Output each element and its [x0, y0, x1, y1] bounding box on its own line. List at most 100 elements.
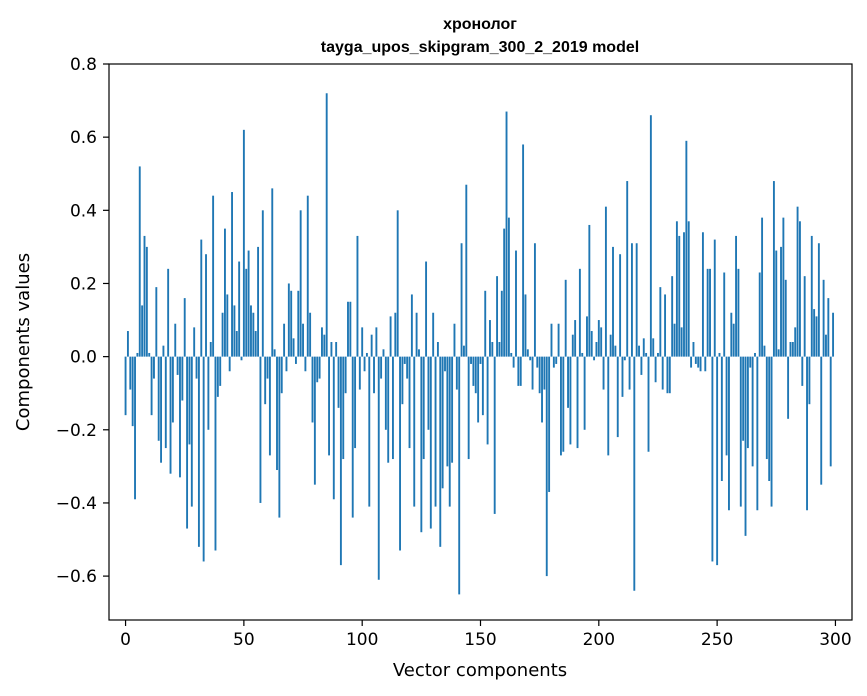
bar: [820, 356, 823, 485]
bar: [751, 356, 754, 467]
x-tick-label: 100: [346, 630, 378, 650]
x-axis-ticks: 0 50 100 150 200 250 300: [120, 620, 852, 650]
bar: [787, 356, 790, 419]
bar: [304, 356, 307, 372]
bar: [822, 279, 825, 357]
bar: [197, 356, 200, 547]
bar: [365, 352, 368, 357]
bar: [626, 181, 629, 357]
bar: [448, 356, 451, 507]
bar: [233, 305, 236, 357]
bar: [597, 320, 600, 357]
bar: [593, 356, 596, 361]
bar: [505, 111, 508, 357]
bar: [309, 312, 312, 357]
bar: [266, 356, 269, 379]
bar: [616, 356, 619, 438]
bar: [690, 356, 693, 368]
bar: [803, 276, 806, 357]
bar: [815, 316, 818, 357]
bar: [607, 356, 610, 456]
bar: [628, 356, 631, 390]
bar: [155, 287, 158, 357]
bar: [529, 356, 532, 361]
bar: [654, 356, 657, 383]
bar: [268, 356, 271, 456]
bar: [124, 356, 127, 416]
bar: [240, 356, 243, 361]
plot-frame: [108, 63, 853, 621]
bar: [335, 342, 338, 357]
bar: [179, 356, 181, 478]
bar: [382, 349, 385, 357]
bar: [713, 239, 716, 357]
bar: [370, 334, 373, 357]
bar: [791, 342, 794, 357]
bar: [671, 276, 674, 357]
bar: [770, 356, 773, 507]
bar: [183, 298, 186, 357]
bar: [799, 221, 801, 357]
bar: [401, 356, 404, 405]
y-tick-label: 0.8: [70, 55, 97, 75]
bar: [649, 115, 652, 357]
bar: [195, 356, 198, 379]
bar: [640, 356, 643, 375]
bar: [552, 356, 555, 368]
bar: [337, 356, 340, 408]
bar: [150, 356, 153, 416]
bar: [678, 235, 681, 357]
bar: [250, 305, 252, 357]
bar: [512, 356, 515, 368]
bar: [578, 268, 581, 357]
bar: [706, 268, 709, 357]
bar: [299, 210, 302, 357]
bar: [687, 221, 690, 357]
bar: [190, 356, 193, 507]
bar: [659, 287, 662, 357]
bar: [664, 294, 667, 357]
bar: [441, 356, 444, 489]
bar: [205, 254, 207, 357]
bar: [813, 309, 816, 357]
bar: [231, 192, 233, 357]
bar: [614, 345, 617, 357]
bar: [673, 323, 676, 357]
bar: [772, 181, 775, 357]
bar: [126, 331, 129, 357]
bar: [683, 232, 685, 357]
bar: [796, 206, 799, 357]
bar: [765, 356, 768, 460]
bar: [692, 342, 695, 357]
bar: [446, 356, 449, 467]
x-tick-label: 150: [464, 630, 496, 650]
x-axis-label: Vector components: [393, 660, 567, 681]
bar: [538, 356, 541, 394]
bar: [162, 345, 165, 357]
bar: [718, 352, 721, 357]
bar: [160, 356, 162, 463]
bar: [685, 140, 688, 357]
bar: [612, 246, 614, 357]
bar: [758, 272, 761, 357]
bar: [254, 331, 257, 357]
bar: [564, 279, 567, 357]
bar: [728, 356, 730, 511]
y-axis-label: Components values: [13, 253, 34, 431]
bar: [581, 352, 584, 357]
bar: [652, 338, 655, 357]
bar: [145, 246, 148, 357]
bar: [141, 305, 144, 357]
bar: [517, 356, 520, 386]
bar: [467, 356, 470, 460]
bar: [347, 301, 349, 357]
bar: [306, 195, 309, 357]
bar: [219, 356, 222, 386]
bar: [316, 356, 319, 383]
bar: [368, 356, 371, 507]
bar: [574, 320, 577, 357]
bar: [744, 356, 747, 536]
bar: [524, 294, 527, 357]
bar: [138, 166, 141, 357]
x-tick-label: 250: [701, 630, 733, 650]
